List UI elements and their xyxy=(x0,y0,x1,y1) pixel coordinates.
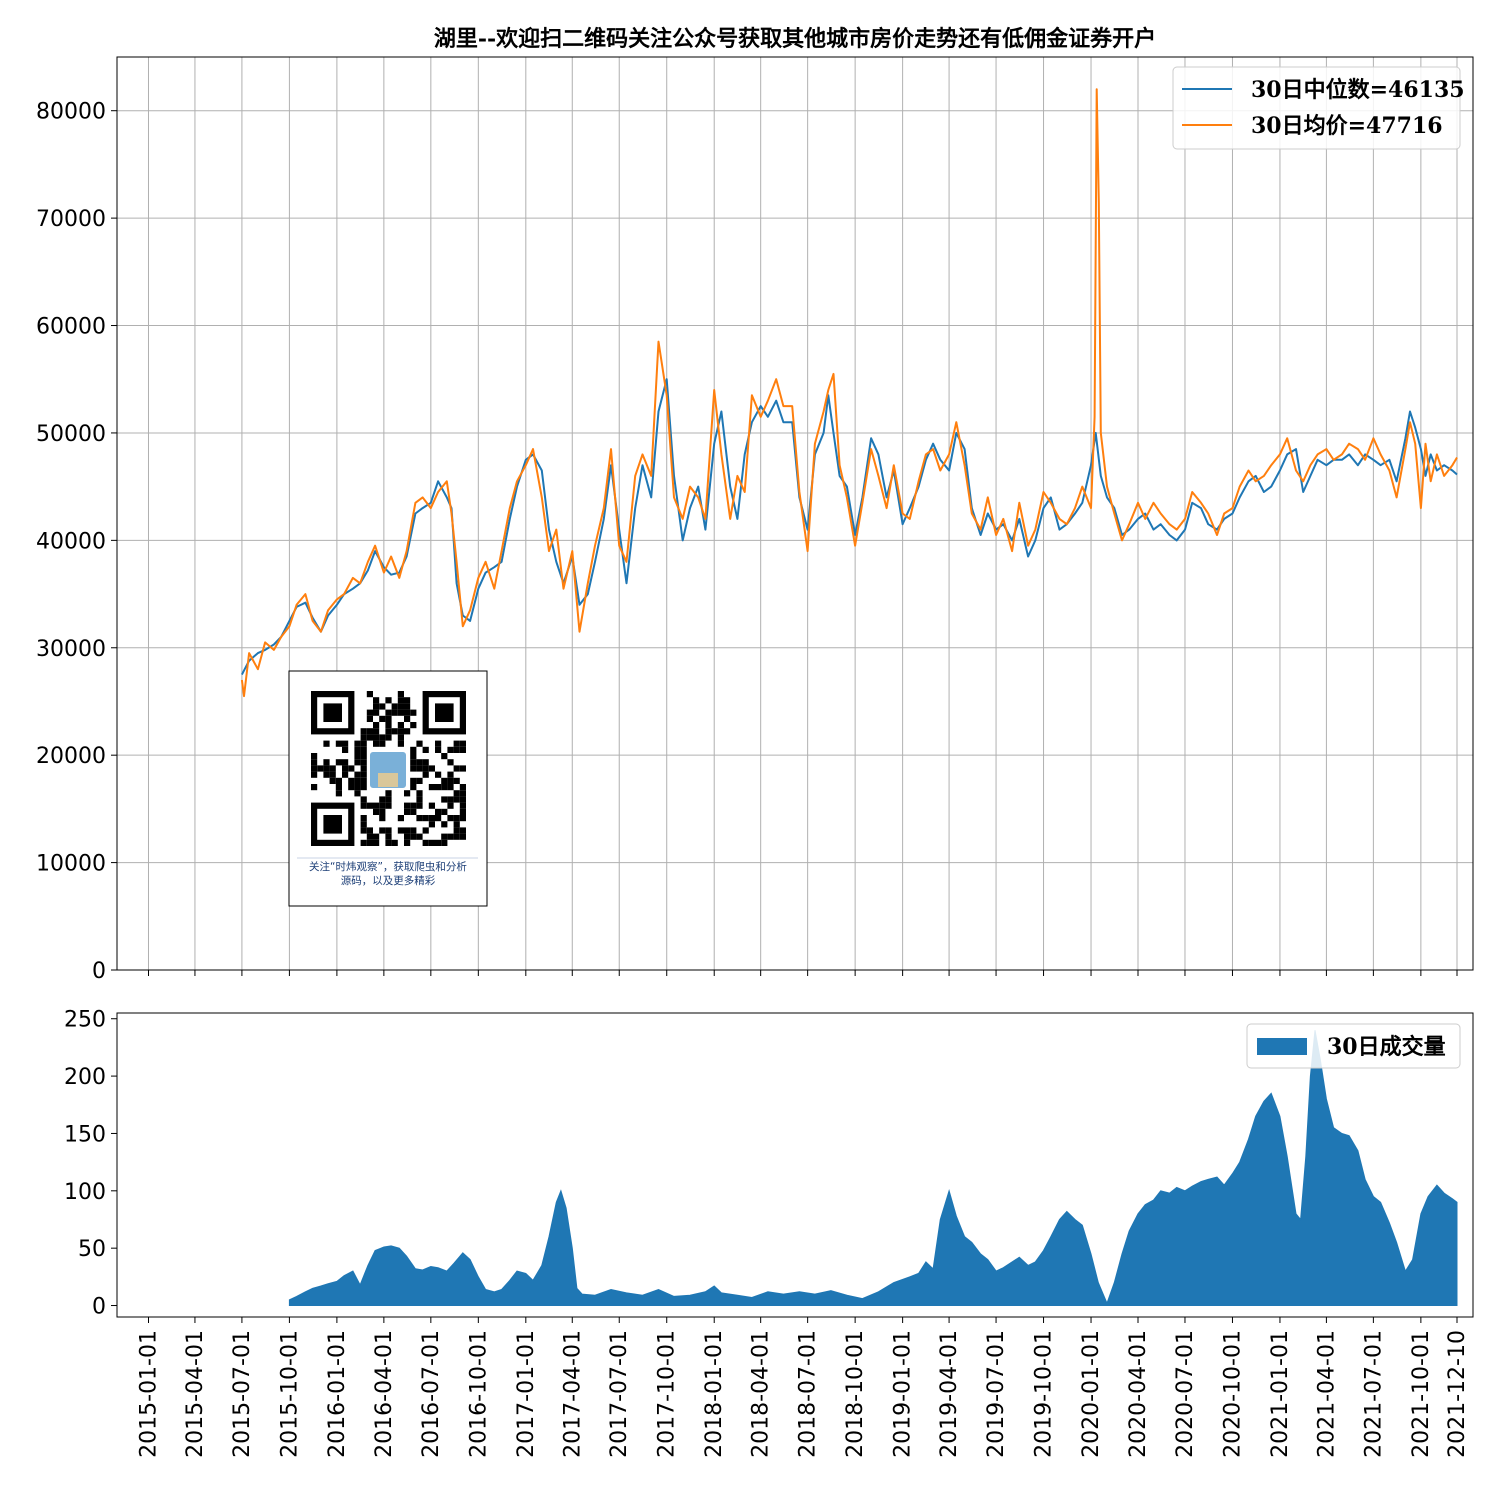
volume-x-tick-label: 2015-10-01 xyxy=(277,1330,302,1458)
price-y-tick-label: 70000 xyxy=(36,207,106,232)
price-legend: 30日中位数=46135 30日均价=47716 xyxy=(1172,66,1465,150)
volume-x-ticks: 2015-01-01 2015-04-01 2015-07-01 2015-10-01… xyxy=(136,1317,1470,1458)
chart-title: 湖里--欢迎扫二维码关注公众号获取其他城市房价走势还有低佣金证券开户 xyxy=(434,26,1156,52)
price-y-tick-label: 60000 xyxy=(36,315,106,340)
qr-code-icon xyxy=(311,691,466,846)
price-y-tick-label: 80000 xyxy=(36,100,106,125)
volume-x-tick-label: 2015-07-01 xyxy=(230,1330,255,1458)
price-series xyxy=(240,88,1458,698)
mean-price-line xyxy=(240,88,1458,698)
price-axes-frame xyxy=(116,56,1474,971)
volume-x-tick-label: 2021-10-01 xyxy=(1409,1330,1434,1458)
legend-volume-swatch xyxy=(1257,1038,1307,1055)
volume-x-tick-label: 2018-01-01 xyxy=(702,1330,727,1458)
volume-x-tick-label: 2019-10-01 xyxy=(1032,1330,1057,1458)
volume-x-tick-label: 2018-10-01 xyxy=(843,1330,868,1458)
volume-x-tick-label: 2017-10-01 xyxy=(655,1330,680,1458)
volume-x-tick-label: 2017-04-01 xyxy=(560,1330,585,1458)
volume-x-tick-label: 2015-01-01 xyxy=(136,1330,161,1458)
price-y-tick-label: 50000 xyxy=(36,422,106,447)
volume-x-tick-label: 2021-01-01 xyxy=(1268,1330,1293,1458)
volume-y-tick-label: 200 xyxy=(64,1065,106,1090)
volume-x-tick-label: 2019-07-01 xyxy=(984,1330,1009,1458)
price-y-tick-label: 30000 xyxy=(36,637,106,662)
volume-axes-frame xyxy=(116,1012,1474,1318)
price-y-tick-label: 10000 xyxy=(36,852,106,877)
volume-y-tick-label: 150 xyxy=(64,1122,106,1147)
volume-x-tick-label: 2020-07-01 xyxy=(1173,1330,1198,1458)
volume-legend: 30日成交量 xyxy=(1246,1023,1461,1069)
qr-code-box: 关注“时炜观察”，获取爬虫和分析 源码，以及更多精彩 xyxy=(288,670,488,907)
volume-x-tick-label: 2021-07-01 xyxy=(1361,1330,1386,1458)
price-panel: 0 10000 20000 30000 40000 50000 60000 70000 8000… xyxy=(36,56,1474,984)
volume-x-tick-label: 2018-07-01 xyxy=(796,1330,821,1458)
price-y-tick-label: 40000 xyxy=(36,529,106,554)
legend-mean-label: 30日均价=47716 xyxy=(1251,113,1443,139)
volume-y-tick-label: 100 xyxy=(64,1180,106,1205)
qr-caption-line1: 关注“时炜观察”，获取爬虫和分析 xyxy=(309,860,467,873)
volume-y-tick-label: 0 xyxy=(92,1295,106,1320)
volume-area xyxy=(288,1030,1458,1306)
volume-x-tick-label: 2017-07-01 xyxy=(607,1330,632,1458)
volume-x-tick-label: 2020-04-01 xyxy=(1126,1330,1151,1458)
qr-caption-line2: 源码，以及更多精彩 xyxy=(341,874,436,887)
price-y-tick-label: 0 xyxy=(92,959,106,984)
volume-x-tick-label: 2020-01-01 xyxy=(1079,1330,1104,1458)
median-price-line xyxy=(241,378,1458,676)
volume-x-tick-label: 2019-04-01 xyxy=(937,1330,962,1458)
volume-x-tick-label: 2017-01-01 xyxy=(514,1330,539,1458)
volume-x-tick-label: 2019-01-01 xyxy=(891,1330,916,1458)
volume-y-tick-label: 50 xyxy=(78,1237,106,1262)
volume-x-tick-label: 2018-04-01 xyxy=(749,1330,774,1458)
volume-series xyxy=(288,1030,1458,1306)
volume-x-tick-label: 2016-04-01 xyxy=(372,1330,397,1458)
price-x-ticks xyxy=(147,970,1458,976)
volume-y-ticks: 0 50 100 150 200 250 xyxy=(64,1008,117,1320)
volume-x-tick-label: 2020-10-01 xyxy=(1220,1330,1245,1458)
volume-x-tick-label: 2021-12-10 xyxy=(1445,1330,1470,1458)
volume-x-tick-label: 2016-10-01 xyxy=(466,1330,491,1458)
volume-y-tick-label: 250 xyxy=(64,1008,106,1033)
volume-x-tick-label: 2015-04-01 xyxy=(183,1330,208,1458)
volume-x-tick-label: 2016-01-01 xyxy=(325,1330,350,1458)
legend-volume-label: 30日成交量 xyxy=(1327,1034,1446,1060)
price-y-tick-label: 20000 xyxy=(36,744,106,769)
volume-x-tick-label: 2016-07-01 xyxy=(419,1330,444,1458)
volume-x-tick-label: 2021-04-01 xyxy=(1314,1330,1339,1458)
legend-median-label: 30日中位数=46135 xyxy=(1251,77,1465,103)
price-y-ticks: 0 10000 20000 30000 40000 50000 60000 70000 8000… xyxy=(36,100,117,984)
